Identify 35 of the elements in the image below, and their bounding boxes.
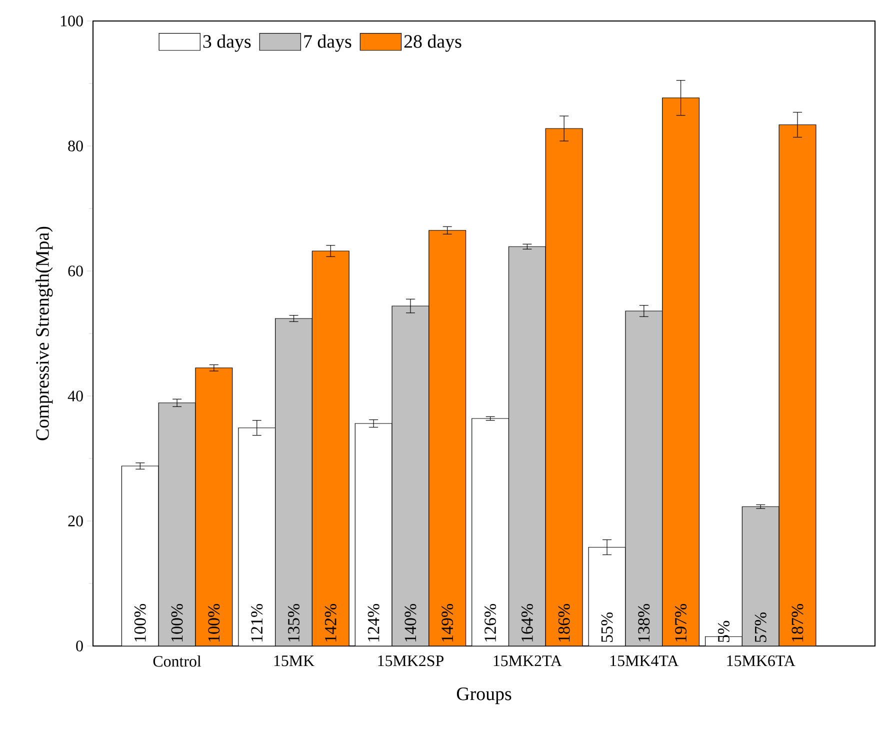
annotation: 164% — [521, 604, 533, 642]
y-tick-label: 100 — [61, 16, 83, 26]
annotation: 187% — [792, 604, 804, 642]
annotation: 197% — [675, 604, 687, 642]
legend-label: 28 days — [404, 34, 462, 52]
annotation: 135% — [288, 604, 300, 642]
y-tick-label: 0 — [76, 640, 83, 652]
y-tick-label: 80 — [68, 140, 83, 152]
x-tick-label: Control — [153, 655, 202, 667]
x-tick-label: 15MK — [274, 656, 314, 666]
annotation: 57% — [754, 612, 766, 642]
annotation: 149% — [442, 604, 454, 642]
y-axis-title: Compressive Strength(Mpa) — [36, 226, 53, 440]
y-tick-label: 60 — [68, 266, 83, 276]
annotation: 126% — [484, 604, 496, 642]
annotation: 5% — [718, 620, 730, 642]
annotation: 142% — [324, 604, 336, 642]
annotation: 121% — [251, 604, 263, 642]
x-tick-label: 15MK4TA — [610, 656, 679, 666]
y-tick-label: 40 — [68, 390, 83, 402]
legend-label: 7 days — [304, 34, 352, 52]
annotation: 100% — [171, 604, 183, 642]
x-tick-label: 15MK6TA — [727, 656, 796, 666]
annotation: 55% — [601, 612, 613, 642]
annotation: 138% — [638, 604, 650, 642]
annotation: 140% — [404, 604, 416, 642]
x-tick-label: 15MK2SP — [378, 656, 444, 666]
legend-label: 3 days — [203, 34, 251, 52]
y-tick-label: 20 — [68, 516, 83, 526]
x-axis-title: Groups — [456, 688, 512, 704]
x-tick-label: 15MK2TA — [494, 656, 562, 666]
annotation: 186% — [558, 604, 570, 642]
annotation: 100% — [134, 604, 146, 642]
annotation: 124% — [368, 604, 380, 642]
annotation: 100% — [208, 604, 220, 642]
